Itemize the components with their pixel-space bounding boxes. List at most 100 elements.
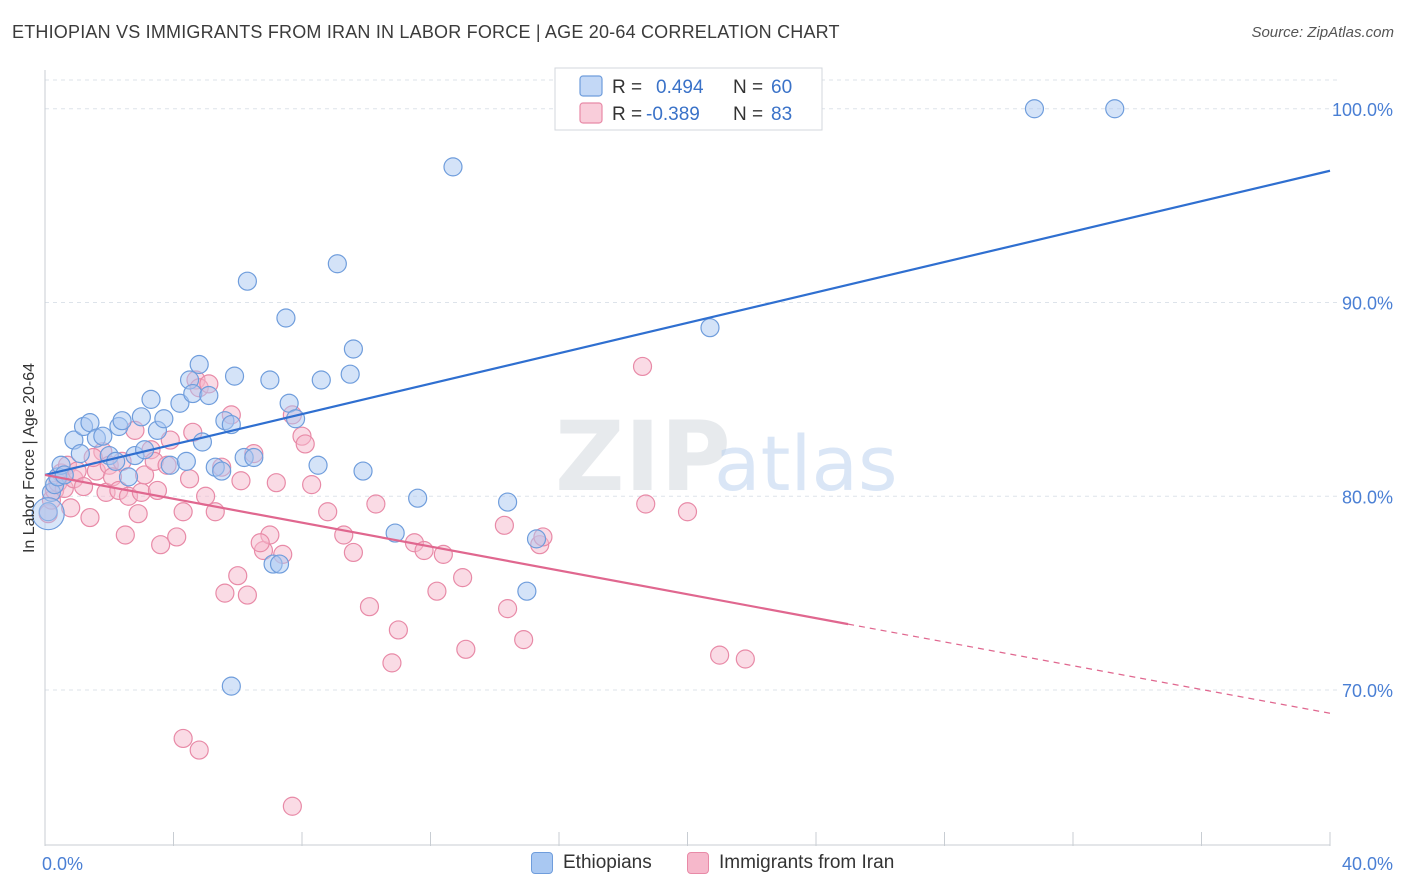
blue-point-53 <box>443 157 463 177</box>
blue-point-60 <box>1105 99 1125 119</box>
legend-label-iran: Immigrants from Iran <box>719 852 895 873</box>
legend-r-label-blue: R = <box>612 77 642 98</box>
legend-swatch-pink <box>579 102 603 124</box>
blue-point-25 <box>176 451 196 471</box>
blue-point-41 <box>269 554 290 574</box>
blue-point-47 <box>327 254 347 274</box>
pink-point-67 <box>494 515 514 535</box>
trend-lines <box>44 169 1331 714</box>
y-tick-label-1: 80.0% <box>1342 487 1393 507</box>
blue-point-46 <box>311 370 331 390</box>
correlation-legend: R = 0.494 N = 60 R = -0.389 N = 83 <box>554 67 823 131</box>
blue-point-50 <box>353 461 373 481</box>
pink-point-74 <box>677 502 698 522</box>
blue-point-59 <box>1024 99 1045 119</box>
legend-n-value-blue: 60 <box>771 77 792 98</box>
blue-point-32 <box>212 461 232 481</box>
y-tick-labels: 70.0% 80.0% 90.0% 100.0% <box>1332 100 1393 701</box>
y-tick-label-0: 70.0% <box>1342 681 1393 701</box>
blue-point-44 <box>285 409 306 429</box>
pink-point-60 <box>388 620 408 640</box>
pink-point-79 <box>282 796 302 816</box>
pink-point-66 <box>456 639 476 659</box>
axes <box>44 70 1331 846</box>
legend-n-label-pink: N = <box>733 104 763 125</box>
pink-point-58 <box>366 494 386 514</box>
blue-point-11 <box>93 426 113 446</box>
legend-label-ethiopians: Ethiopians <box>563 852 652 873</box>
blue-point-18 <box>131 407 151 427</box>
pink-point-30 <box>167 527 187 547</box>
blue-point-35 <box>224 366 245 386</box>
blue-point-27 <box>183 383 203 404</box>
blue-point-16 <box>118 467 139 487</box>
pink-point-48 <box>266 473 286 493</box>
legend-r-label-pink: R = <box>612 104 642 125</box>
watermark-atlas: atlas <box>714 419 898 508</box>
pink-point-27 <box>151 535 171 555</box>
pink-point-44 <box>237 585 257 605</box>
blue-point-7 <box>70 444 90 464</box>
pink-point-54 <box>318 502 338 522</box>
pink-point-65 <box>453 568 473 588</box>
blue-point-23 <box>160 455 180 475</box>
pink-point-77 <box>173 728 193 749</box>
blue-point-42 <box>276 308 296 328</box>
blue-point-24 <box>170 393 190 413</box>
legend-swatch-iran <box>687 852 709 874</box>
y-tick-label-3: 100.0% <box>1332 100 1393 120</box>
trend-line-blue <box>44 169 1331 477</box>
blue-point-39 <box>260 370 280 390</box>
legend-n-label-blue: N = <box>733 77 763 98</box>
pink-point-68 <box>498 599 518 619</box>
pink-point-73 <box>636 494 656 514</box>
chart-title: ETHIOPIAN VS IMMIGRANTS FROM IRAN IN LAB… <box>12 22 840 42</box>
blue-point-56 <box>526 529 547 549</box>
blue-point-54 <box>498 492 518 512</box>
blue-point-51 <box>385 523 405 543</box>
y-tick-label-2: 90.0% <box>1342 294 1393 314</box>
pink-point-56 <box>343 542 363 563</box>
trend-line-pink <box>44 473 849 626</box>
pink-point-40 <box>215 583 235 603</box>
pink-point-69 <box>514 630 534 650</box>
watermark-zip: ZIP <box>555 401 731 513</box>
blue-point-15 <box>112 411 132 431</box>
blue-point-52 <box>408 488 428 508</box>
blue-point-58 <box>700 318 720 338</box>
blue-point-57 <box>221 676 241 696</box>
pink-point-43 <box>231 471 251 491</box>
pink-point-75 <box>710 645 730 665</box>
pink-point-76 <box>735 649 755 669</box>
x-tick-min: 0.0% <box>42 854 83 874</box>
blue-series-points <box>31 99 1125 696</box>
blue-point-55 <box>517 581 537 601</box>
pink-point-52 <box>295 434 315 454</box>
legend-swatch-ethiopians <box>531 852 553 874</box>
blue-point-45 <box>308 455 328 475</box>
pink-point-78 <box>189 740 209 760</box>
legend-item-ethiopians: Ethiopians <box>531 852 652 874</box>
blue-point-48 <box>340 364 360 384</box>
pink-point-81 <box>128 504 148 524</box>
pink-point-7 <box>61 498 81 518</box>
blue-point-38 <box>244 447 264 468</box>
blue-point-30 <box>199 385 219 406</box>
y-axis-label: In Labor Force | Age 20-64 <box>21 363 38 553</box>
pink-point-53 <box>302 475 322 495</box>
pink-point-63 <box>427 581 447 601</box>
blue-point-28 <box>189 354 209 375</box>
blue-point-20 <box>141 389 161 409</box>
pink-point-19 <box>115 525 135 545</box>
legend-r-value-pink: -0.389 <box>646 104 700 125</box>
legend-r-value-blue: 0.494 <box>656 77 704 98</box>
pink-point-72 <box>632 356 653 377</box>
blue-point-49 <box>343 339 363 359</box>
pink-point-32 <box>179 469 200 489</box>
x-tick-max: 40.0% <box>1342 854 1393 874</box>
watermark: ZIP atlas <box>555 401 898 513</box>
legend-n-value-pink: 83 <box>771 104 792 125</box>
blue-point-large <box>31 497 65 531</box>
pink-point-31 <box>173 502 193 522</box>
